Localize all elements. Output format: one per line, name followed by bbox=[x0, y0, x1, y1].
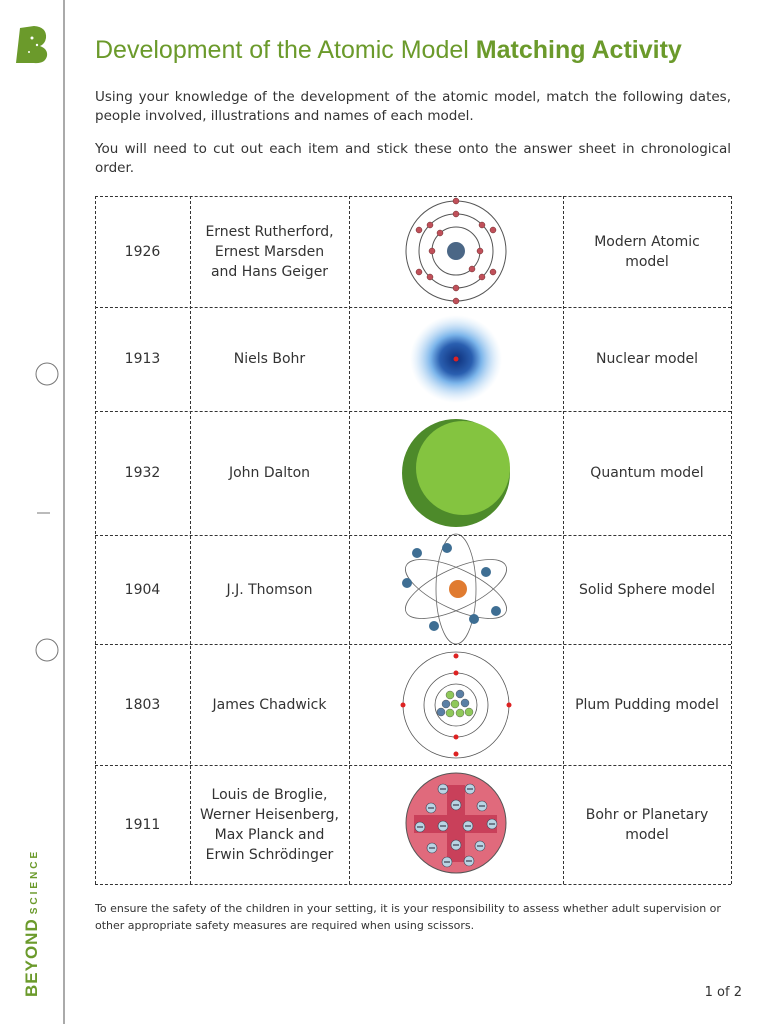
title: Development of the Atomic Model Matching… bbox=[95, 36, 682, 65]
table-border bbox=[349, 196, 350, 884]
model-cell: Bohr or Planetary model bbox=[585, 806, 709, 843]
table-border bbox=[95, 535, 731, 536]
date-cell: 1913 bbox=[124, 351, 161, 367]
date-cell: 1932 bbox=[124, 465, 161, 481]
brand: BEYOND SCIENCE bbox=[22, 849, 42, 997]
table-border bbox=[190, 196, 191, 884]
table-border bbox=[731, 196, 732, 884]
table-border bbox=[95, 765, 731, 766]
model-cell: Plum Pudding model bbox=[575, 696, 719, 713]
model-cell: Nuclear model bbox=[596, 351, 698, 367]
date-cell: 1926 bbox=[124, 243, 161, 260]
people-cell: John Dalton bbox=[228, 465, 311, 481]
people-cell: J.J. Thomson bbox=[226, 581, 313, 598]
intro-paragraph: You will need to cut out each item and s… bbox=[95, 141, 731, 176]
brand-sub: SCIENCE bbox=[29, 848, 40, 915]
title-main: Development of the Atomic Model bbox=[95, 36, 469, 64]
date-cell: 1803 bbox=[124, 696, 161, 713]
table-border bbox=[95, 644, 731, 645]
people-cell: James Chadwick bbox=[212, 696, 327, 713]
brand-name: BEYOND bbox=[22, 918, 41, 997]
model-cell: Quantum model bbox=[590, 465, 704, 481]
table-border bbox=[95, 411, 731, 412]
page-number: 1 of 2 bbox=[704, 985, 742, 1000]
people-cell: Niels Bohr bbox=[233, 351, 306, 367]
table-border bbox=[95, 884, 731, 885]
table-border bbox=[95, 307, 731, 308]
people-cell: Louis de Broglie, Werner Heisenberg, Max… bbox=[200, 786, 339, 863]
title-bold: Matching Activity bbox=[475, 36, 682, 64]
people-cell: Ernest Rutherford, Ernest Marsden and Ha… bbox=[205, 223, 334, 280]
model-cell: Solid Sphere model bbox=[579, 581, 715, 598]
model-cell: Modern Atomic model bbox=[594, 233, 700, 270]
intro-paragraph: Using your knowledge of the development … bbox=[95, 89, 731, 124]
table-border bbox=[95, 196, 731, 197]
safety-note: To ensure the safety of the children in … bbox=[95, 902, 721, 932]
table-border bbox=[95, 196, 96, 884]
date-cell: 1911 bbox=[124, 816, 161, 833]
date-cell: 1904 bbox=[124, 581, 161, 598]
table-border bbox=[563, 196, 564, 884]
